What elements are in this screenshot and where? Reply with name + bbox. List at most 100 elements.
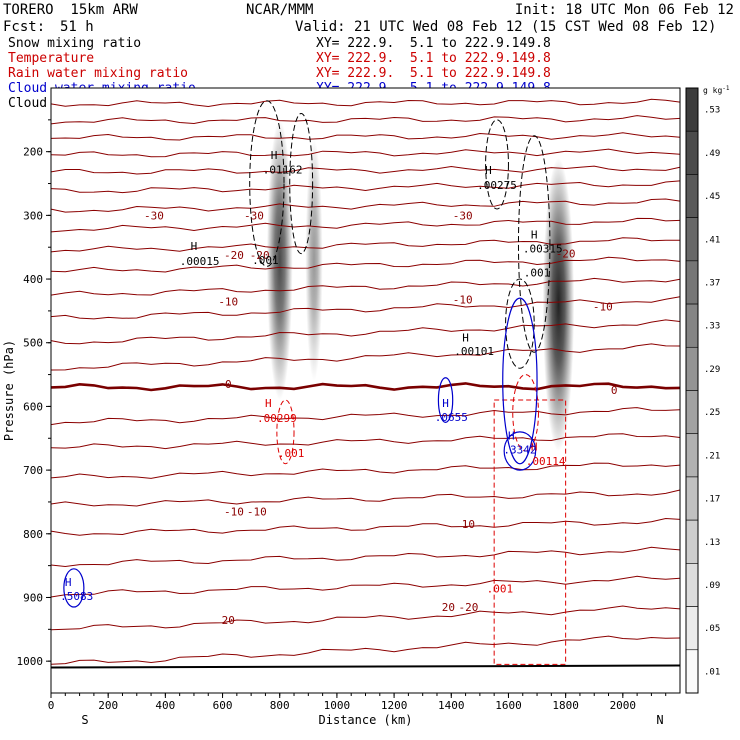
contour-value-label: .001 [278, 447, 305, 460]
snow-contour [517, 135, 551, 353]
y-tick-label: 300 [23, 209, 43, 222]
contour-value-label: H [442, 397, 449, 410]
legend-series-name: Temperature [8, 51, 95, 66]
model-title: TORERO 15km ARW [3, 2, 138, 18]
snow-contour [485, 119, 509, 210]
isotherm-line [50, 98, 681, 108]
colorbar-label: .21 [704, 451, 720, 461]
isotherm-line [50, 115, 681, 125]
colorbar-label: .41 [704, 235, 720, 245]
colorbar-label: .13 [704, 538, 720, 548]
colorbar-label: .45 [704, 192, 720, 202]
isotherm-line [50, 407, 681, 426]
forecast-hour: 51 h [60, 19, 94, 35]
colorbar-label: .05 [704, 624, 720, 634]
isotherm-label: -20 [224, 249, 244, 262]
colorbar-swatch [685, 174, 699, 218]
isotherm-line [50, 635, 681, 665]
colorbar-swatch [685, 87, 699, 132]
isotherm-line [50, 198, 681, 213]
colorbar-swatch [685, 260, 699, 305]
isotherm-label: -10 [593, 300, 613, 313]
org-label: NCAR/MMM [246, 2, 314, 18]
freezing-level-line [50, 382, 681, 392]
colorbar-swatch [685, 563, 699, 607]
x-tick-label: 800 [270, 699, 290, 712]
isotherm-label: -30 [144, 209, 164, 222]
x-tick-label: 1600 [495, 699, 522, 712]
y-tick-label: 800 [23, 528, 43, 541]
contour-value-label: H [531, 228, 538, 241]
contour-value-label: .0655 [435, 411, 468, 424]
x-tick-label: 1000 [324, 699, 351, 712]
colorbar-swatch [685, 433, 699, 478]
contour-value-label: H [508, 430, 515, 443]
isotherm-label: 10 [462, 518, 475, 531]
isotherm-label: -20 [556, 248, 576, 261]
contour-value-label: .00015 [180, 255, 220, 268]
isotherm-line [50, 180, 681, 194]
contour-value-label: .00299 [257, 412, 297, 425]
contour-value-label: H [485, 164, 492, 177]
y-tick-label: 1000 [17, 655, 44, 668]
y-axis-label: Pressure (hPa) [2, 340, 16, 441]
x-tick-label: 1200 [381, 699, 408, 712]
colorbar-label: .29 [704, 365, 720, 375]
colorbar-label: .09 [704, 581, 720, 591]
contour-value-label: .00315 [523, 242, 563, 255]
contour-value-label: .00101 [454, 345, 494, 358]
x-tick-label: 200 [98, 699, 118, 712]
cloud-ice-shading [266, 119, 293, 401]
isotherm-label: 20 [442, 601, 455, 614]
isotherm-label: 20 [222, 614, 235, 627]
legend-series-xy: XY= 222.9. 5.1 to 222.9.149.8 [316, 36, 551, 51]
x-tick-label: 400 [155, 699, 175, 712]
colorbar-label: .37 [704, 278, 720, 288]
x-tick-label: 600 [213, 699, 233, 712]
x-tick-label: 1400 [438, 699, 465, 712]
isotherm-label: -20 [458, 601, 478, 614]
y-tick-label: 500 [23, 337, 43, 350]
colorbar-label: .01 [704, 667, 720, 677]
contour-value-label: .01162 [263, 164, 303, 177]
cloud-ice-shading [305, 138, 323, 381]
contour-value-label: .00114 [526, 455, 566, 468]
contour-value-label: H [271, 149, 278, 162]
colorbar-label: .53 [704, 106, 720, 116]
contour-value-label: .001 [524, 267, 551, 280]
y-tick-label: 200 [23, 146, 43, 159]
isotherm-label: 0 [611, 384, 618, 397]
x-end-right-label: N [656, 713, 663, 727]
snow-contour [249, 100, 285, 267]
x-end-left-label: S [81, 713, 88, 727]
isotherm-label: -10 [247, 506, 267, 519]
isotherm-label: -10 [218, 295, 238, 308]
isotherm-label: 0 [225, 378, 232, 391]
y-tick-label: 900 [23, 591, 43, 604]
colorbar-swatch [685, 649, 699, 694]
forecast-label: Fcst: [3, 19, 46, 35]
isotherm-label: -30 [244, 209, 264, 222]
colorbar-swatch [685, 346, 699, 391]
colorbar-swatch [685, 130, 699, 175]
contour-value-label: .3342 [503, 444, 536, 457]
rain-contour [276, 399, 295, 465]
y-tick-label: 600 [23, 400, 43, 413]
isotherm-label: -10 [453, 293, 473, 306]
isotherm-line [50, 165, 681, 175]
isotherm-label: -30 [453, 209, 473, 222]
cloud-water-contour [502, 297, 538, 465]
y-tick-label: 700 [23, 464, 43, 477]
isotherm-line [50, 319, 681, 345]
isotherm-line [50, 148, 681, 158]
surface-line [50, 664, 681, 669]
colorbar-swatch [685, 217, 699, 262]
colorbar-frame [685, 87, 699, 694]
contour-value-label: .001 [487, 583, 514, 596]
rain-contour [512, 374, 539, 452]
isotherm-line [50, 605, 681, 631]
x-tick-label: 1800 [552, 699, 579, 712]
colorbar-label: .25 [704, 408, 720, 418]
isotherm-line [50, 237, 681, 253]
